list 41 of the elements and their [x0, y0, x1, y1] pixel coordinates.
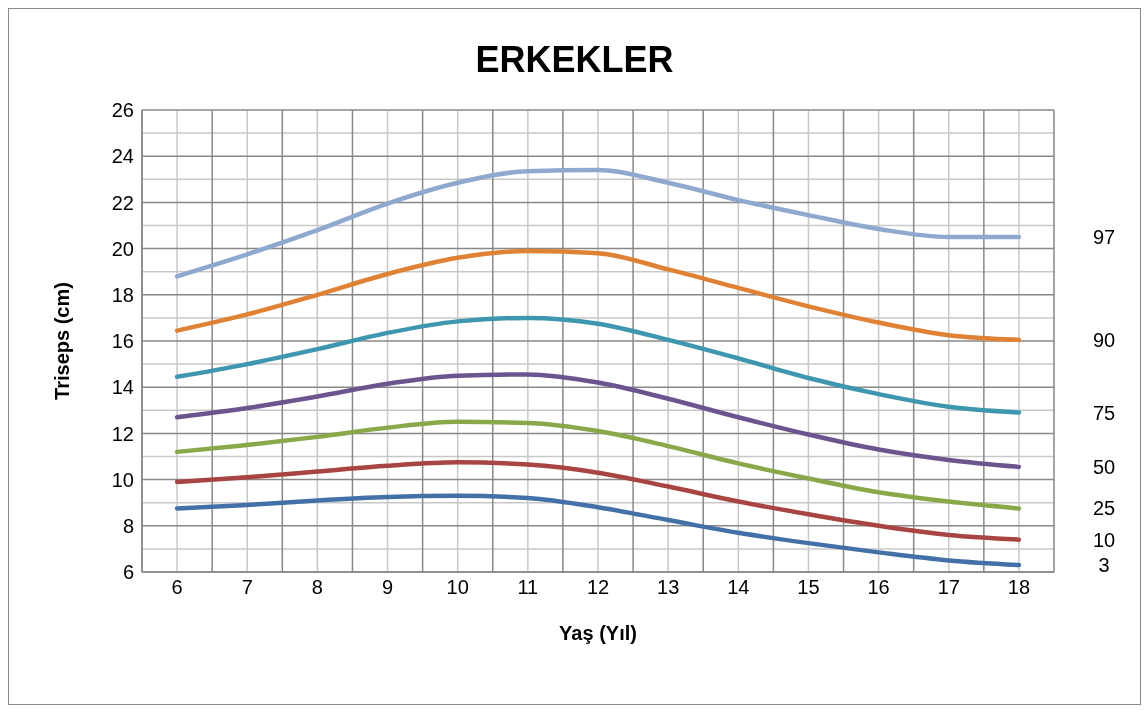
- y-tick-label: 16: [111, 330, 134, 353]
- line-series: [174, 493, 1022, 568]
- x-tick-label: 16: [867, 576, 890, 599]
- line-series: [174, 248, 1022, 343]
- x-tick-label: 9: [381, 576, 394, 599]
- x-tick-label: 8: [311, 576, 323, 599]
- text: 90: [1092, 328, 1116, 351]
- y-tick-label: 10: [111, 468, 134, 491]
- y-tick-label: 18: [111, 283, 134, 306]
- y-tick-label: 22: [111, 191, 134, 214]
- line-series: [174, 315, 1022, 415]
- x-tick-label: 7: [241, 576, 253, 599]
- y-tick-label: 12: [111, 422, 134, 445]
- x-tick-label: 14: [727, 576, 750, 599]
- x-tick-label: 11: [517, 576, 539, 599]
- x-tick-label: 6: [171, 576, 183, 599]
- x-tick-label: 18: [1007, 576, 1031, 599]
- text: 75: [1092, 401, 1116, 424]
- line-series: [174, 419, 1022, 511]
- x-axis-title: Yaş (Yıl): [559, 622, 637, 644]
- y-tick-label: 20: [111, 237, 134, 260]
- x-tick-label: 10: [446, 576, 469, 599]
- y-tick-label: 8: [122, 514, 134, 537]
- y-tick-label: 24: [111, 145, 134, 168]
- x-tick-label: 15: [797, 576, 820, 599]
- text: 10: [1092, 528, 1116, 551]
- y-tick-label: 6: [122, 561, 134, 584]
- y-axis-title: Triseps (cm): [51, 282, 74, 400]
- y-tick-label: 14: [111, 376, 134, 399]
- line-series: [174, 167, 1022, 279]
- x-tick-label: 13: [657, 576, 680, 599]
- x-tick-label: 17: [937, 576, 960, 599]
- text: 97: [1092, 226, 1116, 249]
- line-series: [174, 372, 1022, 470]
- line-series: [174, 460, 1022, 542]
- y-tick-label: 26: [111, 99, 134, 122]
- chart-title: ERKEKLER: [474, 39, 675, 81]
- text: 3: [1098, 554, 1110, 577]
- text: 50: [1092, 455, 1116, 478]
- x-tick-label: 12: [586, 576, 610, 599]
- text: 25: [1092, 497, 1116, 520]
